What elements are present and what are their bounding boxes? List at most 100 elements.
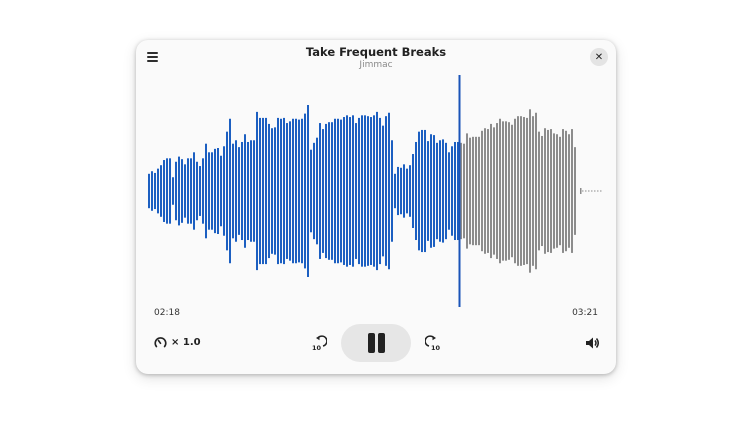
waveform-bar xyxy=(412,154,414,228)
waveform-bar xyxy=(469,137,471,245)
waveform-seekbar[interactable] xyxy=(136,40,616,320)
pause-button[interactable] xyxy=(341,324,411,362)
waveform-bar xyxy=(517,116,519,266)
player-window: Take Frequent Breaks Jimmac ✕ 02:18 03:2… xyxy=(136,40,616,374)
waveform-bar xyxy=(286,123,288,259)
waveform-bar xyxy=(535,112,537,270)
waveform-bar xyxy=(565,130,567,252)
waveform-bar xyxy=(409,165,411,217)
waveform-bar xyxy=(367,116,369,266)
waveform-bar xyxy=(148,173,150,209)
waveform-bar xyxy=(160,165,162,217)
waveform-bar xyxy=(433,135,435,247)
waveform-bar xyxy=(175,161,177,221)
waveform-bar xyxy=(553,133,555,249)
waveform-bar xyxy=(523,117,525,265)
waveform-bar xyxy=(454,141,456,241)
waveform-bar xyxy=(358,117,360,265)
waveform-bar xyxy=(208,152,210,230)
waveform-bar xyxy=(559,136,561,246)
waveform-bar xyxy=(232,143,234,239)
waveform-bar xyxy=(172,177,174,205)
waveform-bar xyxy=(544,128,546,254)
waveform-bar xyxy=(502,121,504,261)
waveform-bar xyxy=(184,164,186,218)
playback-speed-button[interactable]: × 1.0 xyxy=(154,336,201,349)
waveform-bar xyxy=(241,141,243,241)
waveform-bar xyxy=(151,171,153,211)
waveform-bar xyxy=(391,140,393,242)
menu-button[interactable] xyxy=(144,48,162,66)
hamburger-line xyxy=(147,56,158,58)
waveform-bar xyxy=(235,140,237,242)
waveform-bar xyxy=(418,131,420,251)
waveform-bar xyxy=(541,135,543,247)
waveform-bar xyxy=(220,155,222,227)
waveform-bar xyxy=(349,117,351,265)
speedometer-icon xyxy=(154,337,167,348)
waveform-bar xyxy=(169,158,171,224)
waveform-bar xyxy=(532,116,534,266)
waveform-bar xyxy=(247,141,249,241)
playhead[interactable] xyxy=(458,75,461,307)
waveform-bar xyxy=(526,117,528,265)
waveform-bar xyxy=(529,109,531,273)
waveform-bar xyxy=(385,116,387,266)
waveform-bar xyxy=(556,134,558,248)
waveform-bar xyxy=(280,118,282,264)
waveform-bar xyxy=(403,164,405,218)
waveform-bar xyxy=(244,134,246,248)
waveform-bar xyxy=(304,113,306,269)
elapsed-time: 02:18 xyxy=(154,308,180,318)
waveform-bar xyxy=(196,161,198,221)
waveform-bar xyxy=(499,118,501,264)
waveform-bar xyxy=(430,134,432,248)
waveform-bar xyxy=(340,119,342,263)
waveform-bar xyxy=(466,133,468,249)
waveform-bar xyxy=(316,137,318,245)
waveform-bar xyxy=(331,122,333,260)
waveform-bar xyxy=(253,140,255,242)
waveform-bar xyxy=(319,123,321,259)
hamburger-line xyxy=(147,60,158,62)
waveform-bar xyxy=(199,166,201,216)
waveform-bar xyxy=(283,117,285,265)
waveform-bar xyxy=(382,125,384,257)
waveform-bar xyxy=(574,147,576,235)
waveform-bar xyxy=(484,128,486,254)
waveform-bar xyxy=(298,119,300,263)
waveform-bar xyxy=(211,152,213,230)
waveform-bar xyxy=(550,129,552,253)
skip-back-10-icon: 10 xyxy=(312,335,328,352)
waveform-bar xyxy=(547,129,549,253)
waveform-bar xyxy=(193,152,195,230)
waveform-bar xyxy=(448,152,450,230)
waveform-bar xyxy=(538,131,540,251)
waveform-bar xyxy=(271,128,273,254)
svg-text:10: 10 xyxy=(312,344,322,351)
waveform-bar xyxy=(265,117,267,265)
waveform-bar xyxy=(427,141,429,241)
waveform-bar xyxy=(451,146,453,236)
waveform-bar xyxy=(457,141,459,241)
waveform-bar xyxy=(514,118,516,264)
waveform-bar xyxy=(397,166,399,216)
waveform-bar xyxy=(157,168,159,214)
waveform-bar xyxy=(262,117,264,265)
skip-forward-button[interactable]: 10 xyxy=(424,335,441,352)
waveform-bar xyxy=(445,142,447,240)
waveform-bar xyxy=(460,142,462,240)
volume-button[interactable] xyxy=(584,335,600,351)
waveform-bar xyxy=(289,121,291,261)
waveform-bar xyxy=(493,127,495,255)
waveform-bar xyxy=(310,149,312,233)
waveform-bar xyxy=(568,134,570,248)
waveform-bar xyxy=(259,117,261,265)
waveform-bar xyxy=(394,173,396,209)
waveform-bar xyxy=(334,118,336,264)
waveform-bar xyxy=(361,115,363,267)
skip-back-button[interactable]: 10 xyxy=(311,335,328,352)
close-button[interactable]: ✕ xyxy=(590,48,608,66)
waveform-bar xyxy=(217,148,219,234)
waveform-bar xyxy=(292,118,294,264)
